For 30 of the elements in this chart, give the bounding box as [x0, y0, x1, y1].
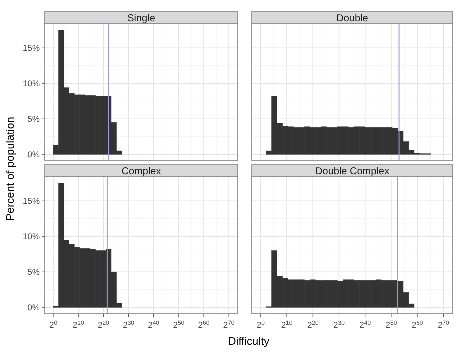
- x-tick-label: 2$^{0}$: [50, 320, 58, 330]
- x-tick-label: 2$^{20}$: [307, 320, 320, 330]
- x-tick-label: 2$^{60}$: [198, 320, 210, 330]
- y-tick-label: 10%: [22, 232, 40, 242]
- x-tick-label: 2$^{0}$: [256, 320, 266, 330]
- x-tick-label: 2$^{10}$: [281, 320, 294, 330]
- y-tick-label: 5%: [28, 267, 40, 278]
- y-tick-label: 15%: [22, 43, 40, 54]
- x-tick-label: 2$^{20}$: [98, 320, 110, 330]
- y-tick-label: 0%: [28, 150, 40, 160]
- x-tick-label: 2$^{70}$: [223, 320, 236, 330]
- chart-title: Single: [128, 14, 156, 24]
- x-tick-label: 2$^{50}$: [386, 320, 398, 330]
- x-axis-title: Difficulty: [228, 336, 270, 348]
- y-axis-title: Percent of population: [5, 117, 17, 221]
- y-tick-label: 0%: [28, 302, 40, 313]
- x-tick-label: 2$^{60}$: [412, 320, 424, 330]
- x-tick-label: 2$^{50}$: [173, 320, 186, 330]
- x-tick-label: 2$^{10}$: [72, 320, 85, 330]
- x-tick-label: 2$^{40}$: [360, 320, 372, 330]
- x-tick-label: 2$^{70}$: [438, 320, 450, 330]
- y-tick-label: 5%: [28, 114, 40, 124]
- chart-title: Double Complex: [316, 166, 390, 178]
- y-tick-label: 15%: [22, 196, 40, 206]
- y-tick-label: 10%: [22, 78, 40, 89]
- x-tick-label: 2$^{40}$: [148, 320, 160, 330]
- x-tick-label: 2$^{30}$: [334, 320, 346, 330]
- x-tick-label: 2$^{30}$: [123, 320, 136, 330]
- chart-title: Double: [336, 14, 369, 24]
- chart-title: Complex: [122, 166, 162, 178]
